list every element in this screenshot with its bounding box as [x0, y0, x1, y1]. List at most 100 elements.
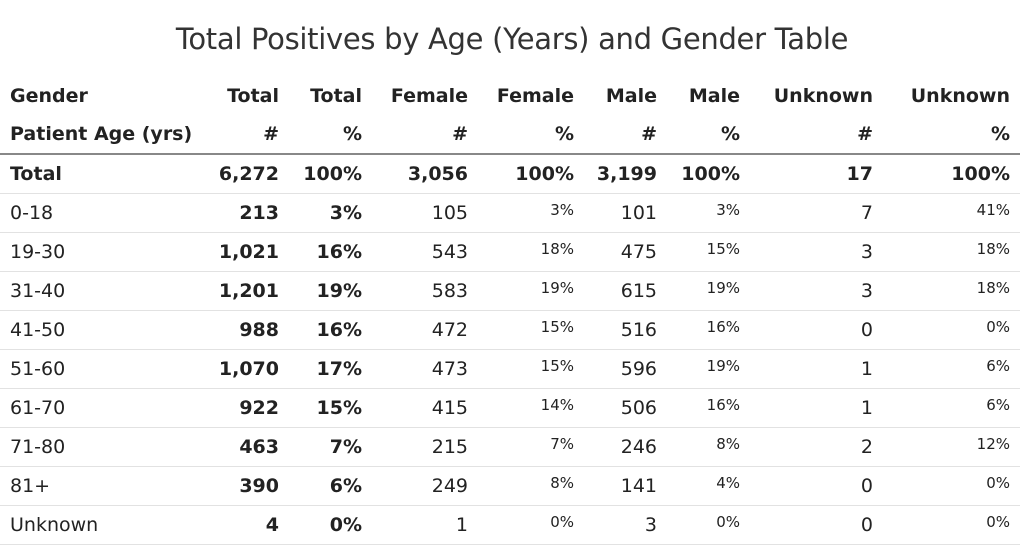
table-cell: 105 [372, 193, 478, 233]
table-cell: 583 [372, 271, 478, 311]
table-cell: 215 [372, 427, 478, 467]
table-cell: 16% [667, 310, 750, 350]
table-cell: 141 [584, 466, 667, 506]
table-cell: 18% [478, 232, 584, 272]
table-row: 51-60 1,070 17% 473 15% 596 19% 1 6% [0, 349, 1020, 389]
table-row: Unknown 4 0% 1 0% 3 0% 0 0% [0, 505, 1020, 545]
header-cell: Gender [10, 84, 88, 107]
table-cell: 3 [750, 232, 883, 272]
table-cell: 0% [883, 505, 1020, 545]
table-row: 0-18 213 3% 105 3% 101 3% 7 41% [0, 193, 1020, 233]
table-cell: 213 [206, 193, 289, 233]
table-cell: 19% [478, 271, 584, 311]
row-label-cell: Total [0, 154, 206, 194]
table-cell: 4% [667, 466, 750, 506]
header-row-age: Patient Age (yrs) # % # % # % # % [0, 115, 1020, 155]
row-label-cell: 81+ [0, 466, 206, 506]
table-cell: 17 [750, 154, 883, 194]
table-cell: 3% [667, 193, 750, 233]
table-cell: 101 [584, 193, 667, 233]
table-cell: 19% [667, 349, 750, 389]
table-cell: 2 [750, 427, 883, 467]
table-cell: 12% [883, 427, 1020, 467]
table-cell: 1 [372, 505, 478, 545]
row-label-cell: 61-70 [0, 388, 206, 428]
header-cell: # [584, 115, 667, 155]
table-cell: 18% [883, 232, 1020, 272]
table-cell: 472 [372, 310, 478, 350]
table-cell: 0% [289, 505, 372, 545]
table-row: 19-30 1,021 16% 543 18% 475 15% 3 18% [0, 232, 1020, 272]
table-cell: 19% [667, 271, 750, 311]
table-cell: 3% [289, 193, 372, 233]
table-body: Total 6,272 100% 3,056 100% 3,199 100% 17 100% 0-… [0, 154, 1020, 545]
table-row: 71-80 463 7% 215 7% 246 8% 2 12% [0, 427, 1020, 467]
table-cell: 7% [289, 427, 372, 467]
table-cell: 596 [584, 349, 667, 389]
table-cell: 415 [372, 388, 478, 428]
table-cell: 1 [750, 388, 883, 428]
table-title: Total Positives by Age (Years) and Gende… [175, 22, 849, 56]
header-cell: Female [390, 84, 468, 107]
table-cell: 100% [883, 154, 1020, 194]
table-cell: 3 [584, 505, 667, 545]
table-cell: 16% [289, 310, 372, 350]
table-cell: 6% [883, 349, 1020, 389]
table-row: 61-70 922 15% 415 14% 506 16% 1 6% [0, 388, 1020, 428]
row-label-cell: 41-50 [0, 310, 206, 350]
table-cell: 0 [750, 466, 883, 506]
table-cell: 6% [883, 388, 1020, 428]
row-label-cell: 19-30 [0, 232, 206, 272]
header-cell: Total [310, 84, 362, 107]
table-cell: 15% [478, 349, 584, 389]
table-cell: 0% [883, 466, 1020, 506]
table-cell: 6% [289, 466, 372, 506]
table-cell: 3 [750, 271, 883, 311]
table-cell: 246 [584, 427, 667, 467]
table-cell: 506 [584, 388, 667, 428]
row-label-cell: 31-40 [0, 271, 206, 311]
table-cell: 18% [883, 271, 1020, 311]
table-cell: 16% [289, 232, 372, 272]
header-cell: Total [227, 84, 279, 107]
table-cell: 1,070 [206, 349, 289, 389]
table-cell: 7% [478, 427, 584, 467]
table-cell: 41% [883, 193, 1020, 233]
header-cell: Female [496, 84, 574, 107]
header-cell: Male [688, 84, 740, 107]
table-cell: 100% [667, 154, 750, 194]
table-row: 41-50 988 16% 472 15% 516 16% 0 0% [0, 310, 1020, 350]
table-cell: 463 [206, 427, 289, 467]
table-cell: 6,272 [206, 154, 289, 194]
row-label-cell: 71-80 [0, 427, 206, 467]
table-cell: 100% [289, 154, 372, 194]
table-cell: 475 [584, 232, 667, 272]
table-cell: 0% [883, 310, 1020, 350]
table-cell: 16% [667, 388, 750, 428]
table-cell: 0 [750, 310, 883, 350]
positives-table: Gender Total Total Female Female Male Ma… [0, 76, 1020, 545]
header-cell: % [667, 115, 750, 155]
table-cell: 0% [667, 505, 750, 545]
table-cell: 0 [750, 505, 883, 545]
table-cell: 15% [478, 310, 584, 350]
table-cell: 0% [478, 505, 584, 545]
table-cell: 516 [584, 310, 667, 350]
table-cell: 390 [206, 466, 289, 506]
table-cell: 1 [750, 349, 883, 389]
header-cell: # [206, 115, 289, 155]
row-label-cell: Unknown [0, 505, 206, 545]
table-cell: 8% [667, 427, 750, 467]
header-cell: # [372, 115, 478, 155]
table-cell: 15% [289, 388, 372, 428]
table-cell: 4 [206, 505, 289, 545]
table-cell: 3,199 [584, 154, 667, 194]
table-cell: 7 [750, 193, 883, 233]
header-cell: Unknown [910, 84, 1010, 107]
table-cell: 922 [206, 388, 289, 428]
header-cell: Patient Age (yrs) [0, 115, 206, 155]
table-row: 81+ 390 6% 249 8% 141 4% 0 0% [0, 466, 1020, 506]
table-row-total: Total 6,272 100% 3,056 100% 3,199 100% 17 100% [0, 154, 1020, 194]
table-cell: 3% [478, 193, 584, 233]
